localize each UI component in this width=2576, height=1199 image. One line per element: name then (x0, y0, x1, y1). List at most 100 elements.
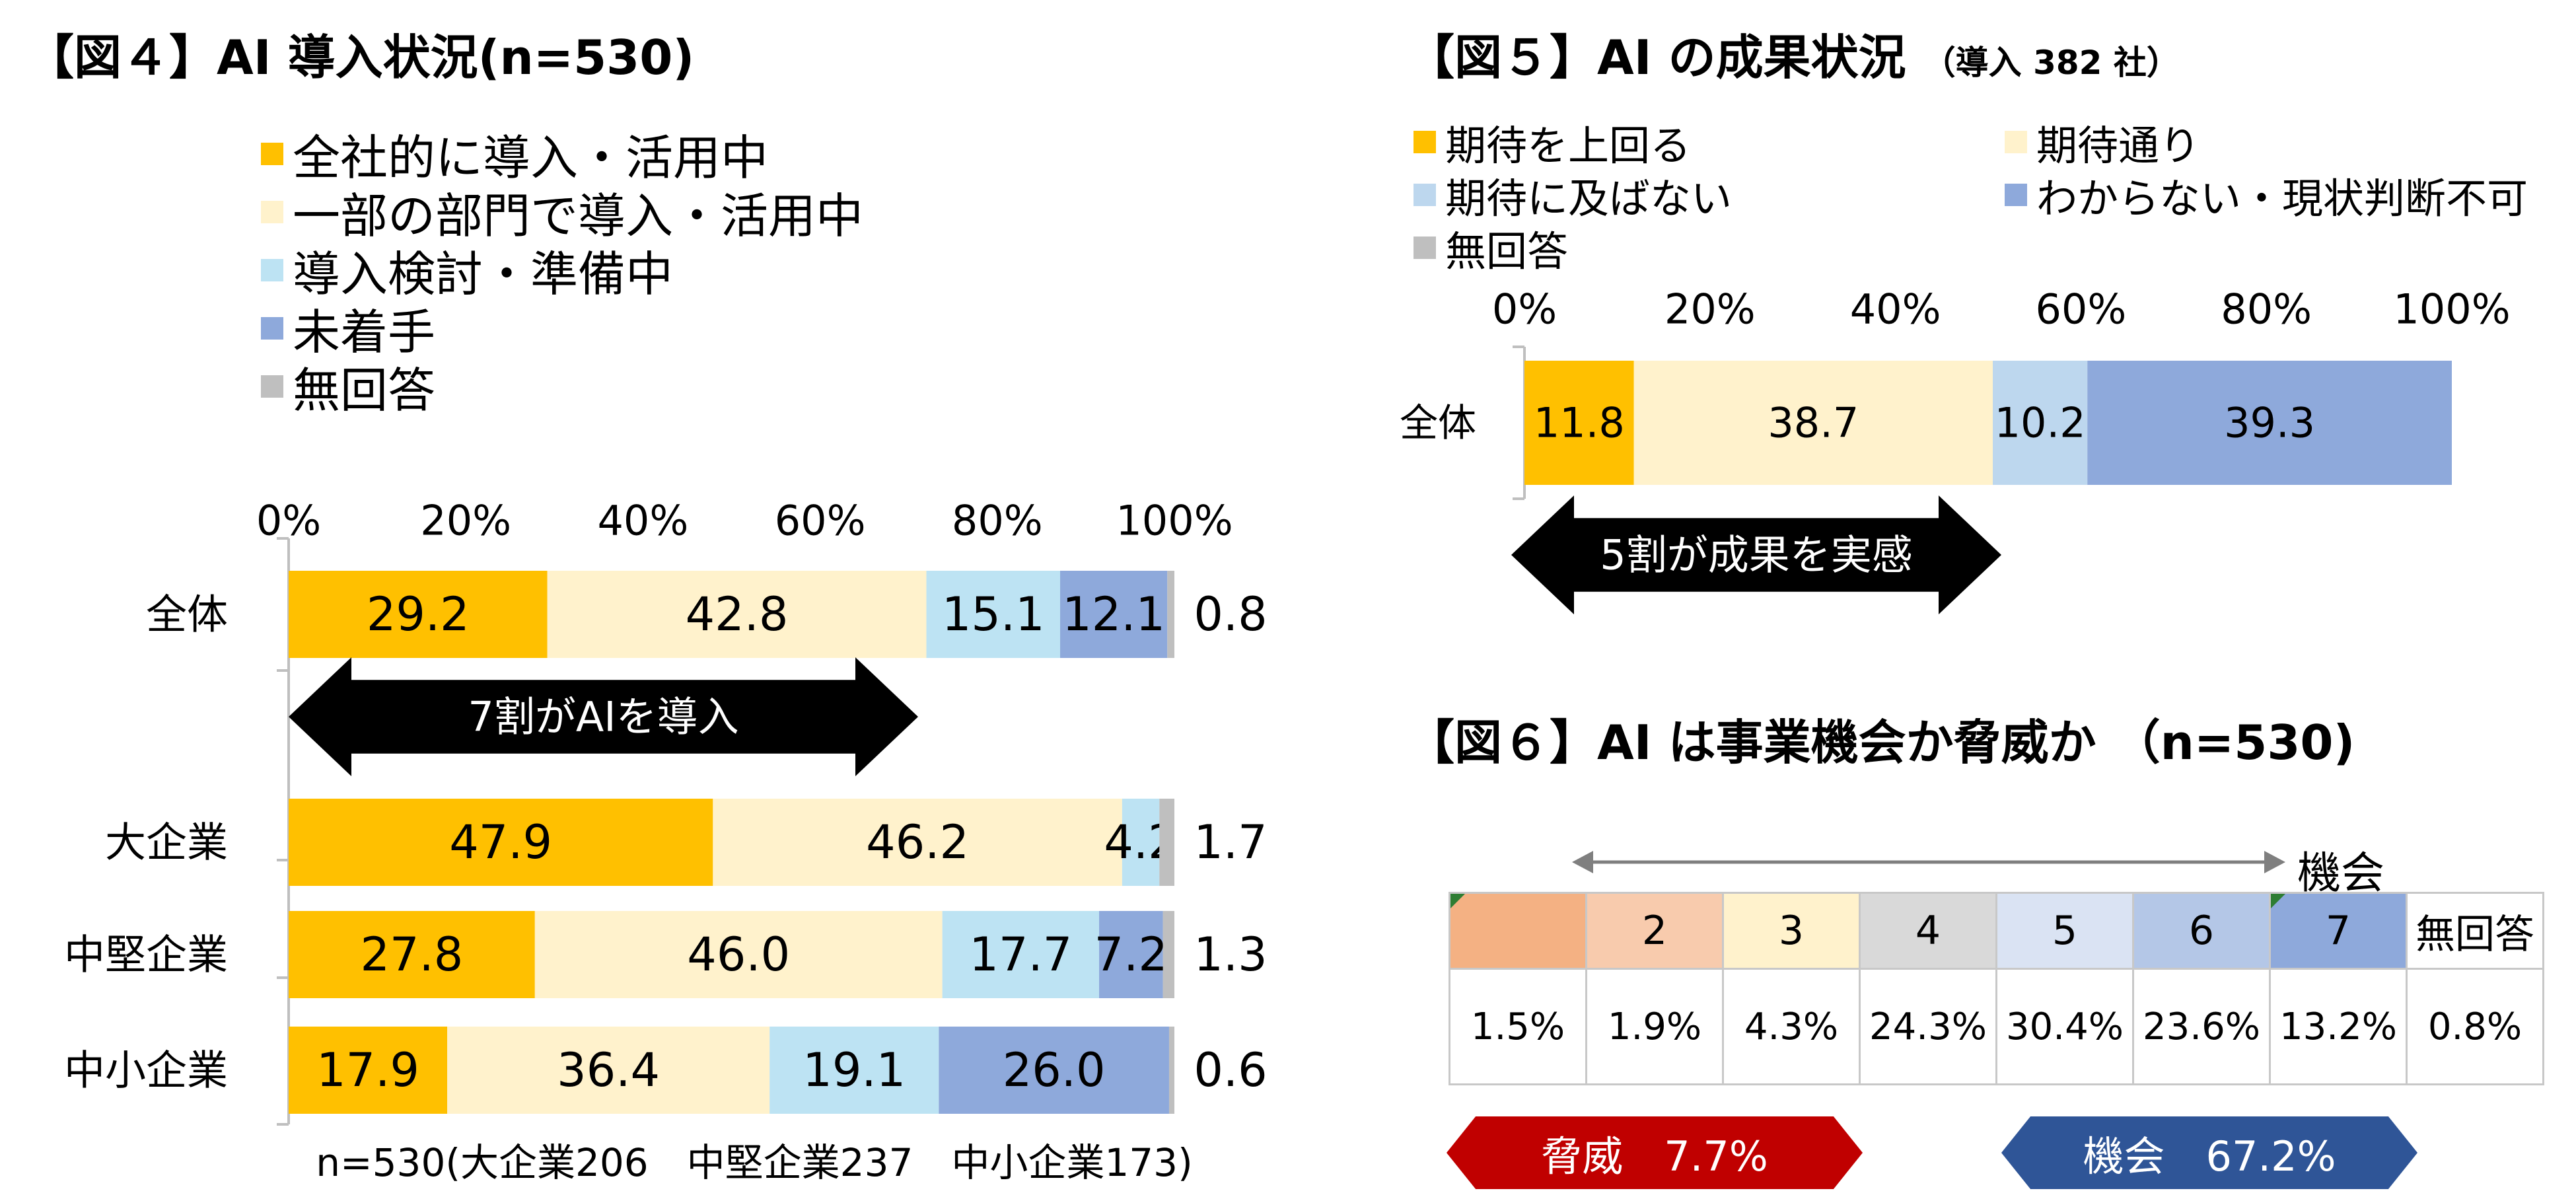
legend-swatch (2005, 184, 2027, 206)
bar-series-4 (1060, 571, 1168, 658)
data-label: 0.8 (1194, 587, 1267, 641)
opportunity-label: 機会 (2297, 848, 2384, 898)
fig4-legend-item: 一部の部門で導入・活用中 (261, 177, 863, 246)
fig4-legend-item: 無回答 (261, 351, 435, 421)
data-label: 27.8 (360, 927, 463, 982)
bar-series-4 (1099, 911, 1163, 998)
legend-swatch (261, 375, 283, 398)
scale-value-cell: 24.3% (1859, 968, 1997, 1085)
category-label: 全体 (1400, 400, 1476, 445)
data-label: 19.1 (803, 1043, 906, 1097)
x-tick-label: 80% (2221, 285, 2312, 334)
scale-value-cell: 30.4% (1995, 968, 2134, 1085)
bar-series-1 (289, 571, 548, 658)
fig5-legend-item: 期待通り (2005, 112, 2200, 172)
scale-arrow-left-head (1572, 851, 1593, 873)
x-tick-label: 100% (2393, 285, 2510, 334)
x-tick-label: 40% (1850, 285, 1941, 334)
bar-series-3 (769, 1027, 939, 1114)
x-tick-label: 40% (597, 497, 688, 545)
bar-series-5 (1167, 571, 1174, 658)
legend-swatch (261, 258, 283, 281)
fig5-legend-item: 期待に及ばない (1413, 165, 1732, 225)
fig5-legend-item: わからない・現状判断不可 (2005, 165, 2528, 225)
data-label: 17.7 (969, 927, 1072, 982)
bar-series-2 (547, 571, 927, 658)
scale-value-cell: 13.2% (2269, 968, 2408, 1085)
fig4-double-arrow: 7割がAIを導入 (289, 657, 918, 776)
category-label: 中堅企業 (64, 931, 228, 979)
data-label: 17.9 (316, 1043, 419, 1097)
arrow-shape (1511, 495, 2001, 614)
scale-header-cell (1449, 892, 1587, 970)
fig5-legend-item: 無回答 (1413, 218, 1568, 277)
fig4-legend-item: 導入検討・準備中 (261, 235, 673, 305)
legend-label: 無回答 (1445, 227, 1569, 275)
legend-label: 期待通り (2036, 122, 2201, 170)
scale-arrow-right-head (2264, 851, 2285, 873)
fig6-value-row: 1.5% 1.9% 4.3% 24.3% 30.4% 23.6% 13.2% 0.8% (1449, 968, 2544, 1085)
fig5-legend-item: 期待を上回る (1413, 112, 1691, 172)
fig4-title: 【図４】AI 導入状況(n=530) (26, 30, 695, 85)
data-label: 38.7 (1768, 399, 1859, 447)
legend-label: 導入検討・準備中 (293, 246, 674, 302)
x-tick-label: 60% (775, 497, 866, 545)
bar-series-5 (1168, 1027, 1174, 1114)
scale-header-cell: 4 (1859, 892, 1997, 970)
arrow-label: 5割が成果を実感 (1600, 531, 1912, 579)
legend-swatch (2005, 131, 2027, 153)
bar-series-5 (1163, 911, 1174, 998)
bar-series-4 (2087, 361, 2452, 485)
opportunity-badge: 機会 67.2% (2001, 1116, 2417, 1189)
data-label: 12.1 (1062, 587, 1165, 641)
x-tick-label: 20% (420, 497, 511, 545)
legend-swatch (1413, 131, 1436, 153)
scale-header-cell: 2 (1585, 892, 1724, 970)
data-label: 29.2 (367, 587, 470, 641)
x-tick-label: 0% (256, 497, 321, 545)
data-label: 15.1 (942, 587, 1045, 641)
scale-value-cell: 1.5% (1449, 968, 1587, 1085)
category-label: 全体 (146, 591, 228, 639)
scale-header-cell: 6 (2132, 892, 2271, 970)
cell-marker-icon (2271, 894, 2285, 908)
legend-label: 一部の部門で導入・活用中 (293, 188, 864, 244)
fig5-title: 【図５】AI の成果状況 （導入 382 社） (1407, 18, 2180, 88)
legend-label: わからない・現状判断不可 (2036, 174, 2528, 223)
legend-label: 未着手 (293, 305, 436, 360)
fig4-legend-item: 全社的に導入・活用中 (261, 119, 768, 188)
data-label: 39.3 (2224, 399, 2315, 447)
data-label: 26.0 (1003, 1043, 1106, 1097)
data-label: 1.3 (1194, 927, 1267, 982)
bar-series-2 (534, 911, 943, 998)
data-label: 42.8 (686, 587, 789, 641)
fig6-scale-arrow (1572, 851, 2285, 873)
scale-header-cell: 3 (1722, 892, 1861, 970)
fig6-table: 2 3 4 5 6 7 無回答 1.5% 1.9% 4.3% 24.3% 30.4% 23.6% 13.… (1449, 892, 2544, 1085)
x-tick-label: 0% (1492, 285, 1557, 334)
bar-series-1 (289, 911, 535, 998)
x-tick-label: 60% (2035, 285, 2126, 334)
category-label: 中小企業 (64, 1046, 228, 1095)
fig6-header-row: 2 3 4 5 6 7 無回答 (1449, 892, 2544, 970)
fig6-title: 【図６】AI は事業機会か脅威か （n=530) (1407, 715, 2355, 770)
bar-series-4 (939, 1027, 1169, 1114)
bar-series-1 (1524, 361, 1634, 485)
legend-label: 期待を上回る (1445, 122, 1692, 170)
bar-series-2 (713, 799, 1122, 886)
data-label: 36.4 (557, 1043, 660, 1097)
fig4-chart: 0% 20% 40% 60% 80% 100% 全体 29.2 42.8 15.1 12.1 0.8 大… (64, 497, 1268, 1186)
arrow-label: 7割がAIを導入 (468, 693, 738, 741)
x-tick-label: 20% (1664, 285, 1756, 334)
x-tick-label: 80% (952, 497, 1043, 545)
data-label: 10.2 (1995, 399, 2086, 447)
data-label: 0.6 (1194, 1043, 1267, 1097)
threat-badge: 脅威 7.7% (1447, 1116, 1863, 1189)
bar-series-3 (926, 571, 1061, 658)
legend-swatch (1413, 184, 1436, 206)
category-label: 大企業 (105, 818, 228, 867)
data-label: 1.7 (1194, 815, 1267, 869)
arrow-shape (289, 657, 918, 776)
data-label: 11.8 (1534, 399, 1625, 447)
legend-swatch (261, 200, 283, 223)
